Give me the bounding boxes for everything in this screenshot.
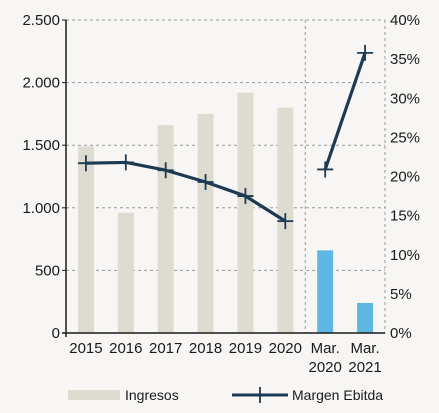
y-right-tick-label: 5% <box>390 286 412 303</box>
x-tick-label: 2020 <box>269 340 302 357</box>
point-marker <box>77 155 94 172</box>
bar-ingresos <box>117 212 134 333</box>
y-right-tick-label: 35% <box>390 51 420 68</box>
point-marker <box>117 154 134 171</box>
y-right-tick-label: 15% <box>390 208 420 225</box>
y-left-tick-label: 2.500 <box>22 12 60 29</box>
y-right-tick-label: 25% <box>390 129 420 146</box>
x-tick-label: 2017 <box>149 340 182 357</box>
legend-label-margen: Margen Ebitda <box>292 387 383 403</box>
x-tick-label: 2016 <box>109 340 142 357</box>
x-tick-label: Mar. <box>350 340 379 357</box>
x-tick-label: Mar. <box>311 340 340 357</box>
x-tick-label: 2021 <box>348 359 381 376</box>
point-marker <box>317 161 334 178</box>
point-marker <box>157 162 174 179</box>
point-marker <box>277 213 294 230</box>
x-tick-label: 2018 <box>189 340 222 357</box>
x-tick-label: 2015 <box>69 340 102 357</box>
bar-ingresos <box>357 302 374 333</box>
y-right-tick-label: 0% <box>390 325 412 342</box>
x-tick-label: 2019 <box>229 340 262 357</box>
y-right-tick-label: 30% <box>390 90 420 107</box>
y-right-tick-label: 40% <box>390 12 420 29</box>
x-tick-label: 2020 <box>309 359 342 376</box>
point-marker <box>237 188 254 205</box>
y-left-tick-label: 1.500 <box>22 137 60 154</box>
point-marker <box>357 44 374 61</box>
y-left-tick-label: 0 <box>52 325 60 342</box>
bar-ingresos <box>157 125 174 333</box>
bar-ingresos <box>237 92 254 333</box>
y-left-tick-label: 2.000 <box>22 75 60 92</box>
y-right-tick-label: 20% <box>390 169 420 186</box>
line-margen-ebitda <box>323 52 367 170</box>
y-left-tick-label: 500 <box>35 262 60 279</box>
bar-ingresos <box>77 146 94 333</box>
point-marker <box>197 173 214 190</box>
line-margen-ebitda <box>85 160 287 223</box>
bar-ingresos <box>197 113 214 334</box>
bar-ingresos <box>317 250 334 333</box>
legend-swatch-ingresos <box>68 390 120 400</box>
legend-label-ingresos: Ingresos <box>125 387 179 403</box>
y-right-tick-label: 10% <box>390 247 420 264</box>
y-left-tick-label: 1.000 <box>22 200 60 217</box>
